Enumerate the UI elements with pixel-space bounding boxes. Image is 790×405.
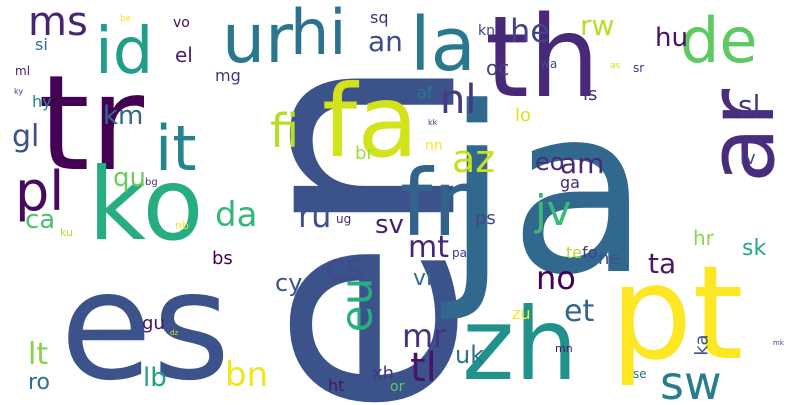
word-fi: fi	[270, 104, 299, 158]
word-el: el	[175, 43, 193, 67]
word-pa: pa	[452, 246, 467, 260]
word-kk: kk	[428, 118, 438, 127]
word-ps: ps	[475, 208, 496, 229]
word-xh: xh	[372, 363, 395, 384]
word-ka: ka	[691, 334, 713, 356]
word-vo: vo	[173, 15, 190, 31]
word-ku: ku	[60, 226, 74, 239]
word-am: am	[560, 147, 605, 180]
word-cs: cs	[325, 247, 364, 288]
word-ta: ta	[648, 247, 677, 280]
word-qu: qu	[113, 163, 146, 193]
word-ml: ml	[15, 64, 31, 78]
word-an: an	[368, 25, 403, 58]
word-lo: lo	[515, 105, 532, 126]
word-or: or	[390, 379, 405, 395]
word-nl: nl	[440, 77, 477, 123]
word-hr: hr	[693, 226, 714, 250]
word-id: id	[95, 15, 154, 89]
word-oc: oc	[486, 56, 510, 80]
word-sl: sl	[738, 89, 761, 122]
word-nn: nn	[425, 138, 443, 154]
word-rw: rw	[580, 9, 615, 42]
word-th: th	[485, 0, 600, 123]
word-la: la	[410, 2, 476, 88]
word-dz: dz	[170, 329, 179, 337]
word-tr: tr	[38, 47, 145, 201]
word-sw: sw	[660, 356, 722, 405]
word-si: si	[35, 35, 48, 54]
word-gl: gl	[12, 119, 40, 154]
word-lv: lv	[740, 148, 756, 169]
word-zh: zh	[462, 286, 578, 403]
word-ja: ja	[445, 59, 650, 326]
word-az: az	[452, 137, 496, 181]
word-be: be	[120, 14, 132, 24]
word-bn: bn	[225, 355, 269, 395]
word-ru: ru	[298, 197, 332, 235]
word-sq: sq	[370, 8, 389, 27]
word-se: se	[633, 367, 647, 381]
word-hi: hi	[290, 0, 347, 69]
word-it: it	[155, 112, 197, 185]
word-kn: kn	[478, 23, 495, 39]
word-eu: eu	[331, 277, 383, 333]
word-jv: jv	[535, 186, 572, 235]
word-hy: hy	[32, 92, 52, 111]
word-ne: ne	[598, 248, 621, 269]
word-de: de	[680, 4, 758, 77]
word-mr: mr	[402, 317, 447, 355]
word-vi: vi	[413, 266, 433, 291]
word-zu: zu	[512, 304, 531, 323]
word-cy: cy	[275, 269, 303, 297]
word-no: no	[536, 259, 576, 297]
word-ht: ht	[328, 376, 345, 395]
word-wa: wa	[540, 57, 558, 71]
word-fa: fa	[322, 63, 419, 180]
word-as: as	[610, 61, 621, 71]
word-gu: gu	[142, 313, 165, 334]
word-ko: ko	[88, 146, 204, 263]
word-ro: ro	[28, 370, 51, 395]
word-sv: sv	[375, 210, 404, 240]
word-fo: fo	[582, 243, 598, 262]
word-lb: lb	[143, 363, 167, 393]
word-pl: pl	[15, 160, 65, 223]
word-fr: fr	[400, 150, 471, 257]
word-lt: lt	[28, 337, 49, 372]
word-is: is	[583, 84, 598, 105]
word-mk: mk	[773, 339, 784, 347]
word-br: br	[355, 143, 374, 164]
word-km: km	[103, 101, 144, 131]
word-ur: ur	[222, 0, 294, 79]
word-da: da	[215, 195, 258, 235]
word-sk: sk	[742, 236, 767, 261]
word-bs: bs	[212, 248, 233, 269]
word-he: he	[510, 12, 550, 50]
word-ug: ug	[336, 212, 352, 226]
word-mt: mt	[408, 230, 449, 265]
word-eo: eo	[535, 148, 565, 176]
word-tl: tl	[410, 345, 437, 391]
word-ga: ga	[560, 173, 580, 192]
word-af: af	[417, 83, 433, 102]
word-hu: hu	[655, 23, 688, 53]
word-bg: bg	[145, 177, 158, 188]
word-te: te	[566, 243, 583, 262]
word-ms: ms	[28, 0, 88, 45]
word-nb: nb	[175, 219, 189, 232]
word-pt: pt	[610, 237, 744, 389]
word-mg: mg	[215, 66, 241, 85]
word-et: et	[564, 294, 595, 329]
word-es: es	[60, 240, 231, 405]
word-sr: sr	[633, 61, 645, 75]
word-mn: mn	[555, 342, 573, 355]
word-ky: ky	[14, 87, 24, 96]
word-uk: uk	[455, 341, 485, 369]
word-ca: ca	[25, 205, 56, 235]
